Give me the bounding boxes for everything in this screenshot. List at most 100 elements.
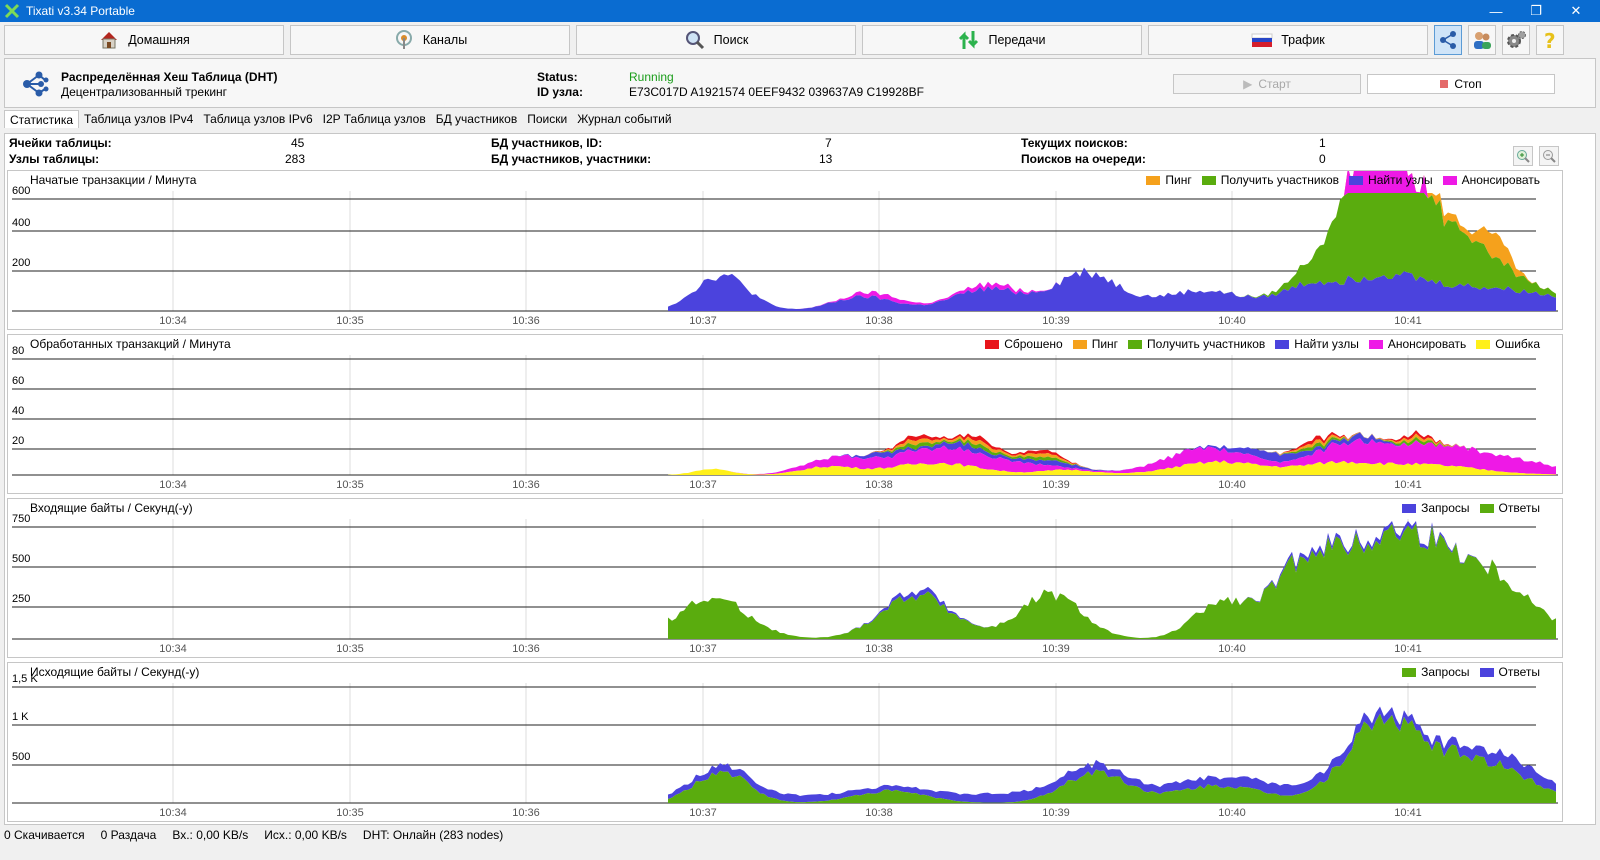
legend-item: Анонсировать (1368, 337, 1467, 351)
start-button[interactable]: ▶ Старт (1173, 74, 1361, 94)
tab-channels-label: Каналы (422, 33, 468, 47)
minimize-button[interactable]: — (1489, 3, 1503, 19)
legend-swatch (1402, 667, 1417, 677)
status-value: Running (629, 70, 674, 84)
x-tick-label: 10:40 (1218, 807, 1246, 819)
legend-swatch (1128, 339, 1143, 349)
legend-swatch (1476, 339, 1491, 349)
subtab-peer-db[interactable]: БД участников (435, 112, 518, 126)
x-tick-label: 10:40 (1218, 315, 1246, 327)
x-tick-label: 10:36 (512, 643, 540, 655)
close-button[interactable]: ✕ (1570, 3, 1582, 18)
x-tick-label: 10:39 (1042, 643, 1070, 655)
series-area (668, 460, 1556, 475)
graph-outgoing-bytes-plot (12, 683, 1558, 804)
channels-icon (395, 30, 412, 49)
x-tick-label: 10:35 (336, 643, 364, 655)
legend-swatch (1479, 667, 1494, 677)
tab-search-label: Поиск (713, 33, 749, 47)
tab-transfers-label: Передачи (988, 33, 1046, 47)
stop-button-label: Стоп (1454, 77, 1482, 91)
graph-legend: Запросы Ответы (1402, 665, 1540, 679)
y-tick-label: 40 (12, 405, 25, 417)
zoom-out-icon (1543, 150, 1556, 163)
series-area (668, 713, 1556, 803)
zoom-out-button[interactable] (1539, 146, 1559, 166)
legend-item: Пинг (1072, 337, 1118, 351)
y-tick-label: 60 (12, 375, 25, 387)
y-tick-label: 500 (12, 553, 31, 565)
legend-swatch (985, 339, 1000, 349)
settings-toolbar-button[interactable] (1502, 25, 1530, 55)
tab-channels[interactable]: Каналы (290, 25, 570, 55)
legend-label: Найти узлы (1368, 173, 1433, 187)
series-area (668, 438, 1556, 475)
legend-swatch (1479, 503, 1494, 513)
x-tick-label: 10:41 (1394, 643, 1422, 655)
node-id-label: ID узла: (537, 85, 583, 99)
subtab-searches[interactable]: Поиски (527, 112, 568, 126)
legend-item: Найти узлы (1349, 173, 1433, 187)
dht-toolbar-button[interactable] (1434, 25, 1462, 55)
graph-title: Исходящие байты / Секунд(-у) (30, 665, 200, 679)
legend-item: Получить участников (1201, 173, 1339, 187)
legend-swatch (1072, 339, 1087, 349)
help-toolbar-button[interactable]: ? (1536, 25, 1564, 55)
subtab-event-log[interactable]: Журнал событий (577, 112, 672, 126)
main-tabs: Домашняя Каналы Поиск Передачи Трафик ? (0, 22, 1600, 58)
x-tick-label: 10:34 (159, 315, 187, 327)
db-peers-value: 13 (819, 152, 833, 166)
traffic-icon (1251, 33, 1273, 47)
dht-subtabs: Статистика Таблица узлов IPv4 Таблица уз… (0, 108, 1600, 128)
legend-label: Сброшено (1004, 337, 1063, 351)
db-id-value: 7 (825, 136, 832, 150)
subtab-ipv4-table[interactable]: Таблица узлов IPv4 (84, 112, 194, 126)
tab-home[interactable]: Домашняя (4, 25, 284, 55)
downloading-count: 0 Скачивается (4, 828, 85, 842)
dht-status: DHT: Онлайн (283 nodes) (362, 828, 504, 842)
x-tick-label: 10:36 (512, 807, 540, 819)
users-icon (1474, 32, 1491, 49)
tab-traffic[interactable]: Трафик (1148, 25, 1428, 55)
legend-item: Анонсировать (1442, 173, 1540, 187)
cells-label: Ячейки таблицы: (9, 136, 112, 150)
y-tick-label: 1,5 K (12, 673, 38, 685)
graph-title: Начатые транзакции / Минута (30, 173, 197, 187)
legend-swatch (1349, 175, 1364, 185)
subtab-ipv6-table[interactable]: Таблица узлов IPv6 (203, 112, 313, 126)
graph-title: Обработанных транзакций / Минута (30, 337, 231, 351)
subtab-i2p-table[interactable]: I2P Таблица узлов (322, 112, 426, 126)
dht-subtitle: Децентрализованный трекинг (61, 85, 228, 99)
maximize-button[interactable]: ❐ (1530, 3, 1542, 18)
dht-header: Распределённая Хеш Таблица (DHT) Децентр… (4, 58, 1596, 108)
x-tick-label: 10:37 (689, 315, 717, 327)
tixati-logo-icon (4, 3, 20, 19)
graph-started-transactions: Начатые транзакции / Минута Пинг Получить… (7, 170, 1563, 330)
graph-outgoing-bytes: Исходящие байты / Секунд(-у) Запросы Отве… (7, 662, 1563, 822)
x-tick-label: 10:41 (1394, 807, 1422, 819)
x-tick-label: 10:39 (1042, 315, 1070, 327)
subtab-statistics[interactable]: Статистика (4, 110, 80, 128)
tab-transfers[interactable]: Передачи (862, 25, 1142, 55)
legend-label: Найти узлы (1294, 337, 1359, 351)
y-tick-label: 600 (12, 185, 31, 197)
y-tick-label: 750 (12, 513, 31, 525)
start-button-label: Старт (1258, 77, 1291, 91)
legend-label: Анонсировать (1387, 337, 1467, 351)
stop-button[interactable]: Стоп (1367, 74, 1555, 94)
peers-toolbar-button[interactable] (1468, 25, 1496, 55)
db-id-label: БД участников, ID: (491, 136, 603, 150)
legend-label: Ответы (1498, 665, 1540, 679)
legend-swatch (1275, 339, 1290, 349)
db-peers-label: БД участников, участники: (491, 152, 652, 166)
tab-search[interactable]: Поиск (576, 25, 856, 55)
zoom-in-button[interactable] (1513, 146, 1533, 166)
node-id-value: E73C017D A1921574 0EEF9432 039637A9 C199… (629, 85, 924, 99)
y-tick-label: 20 (12, 435, 25, 447)
play-icon: ▶ (1243, 77, 1253, 91)
statistics-panel: Ячейки таблицы: 45 Узлы таблицы: 283 БД … (4, 133, 1596, 825)
series-area (668, 193, 1556, 310)
legend-label: Пинг (1165, 173, 1192, 187)
svg-text:?: ? (1544, 29, 1556, 51)
legend-item: Найти узлы (1275, 337, 1359, 351)
